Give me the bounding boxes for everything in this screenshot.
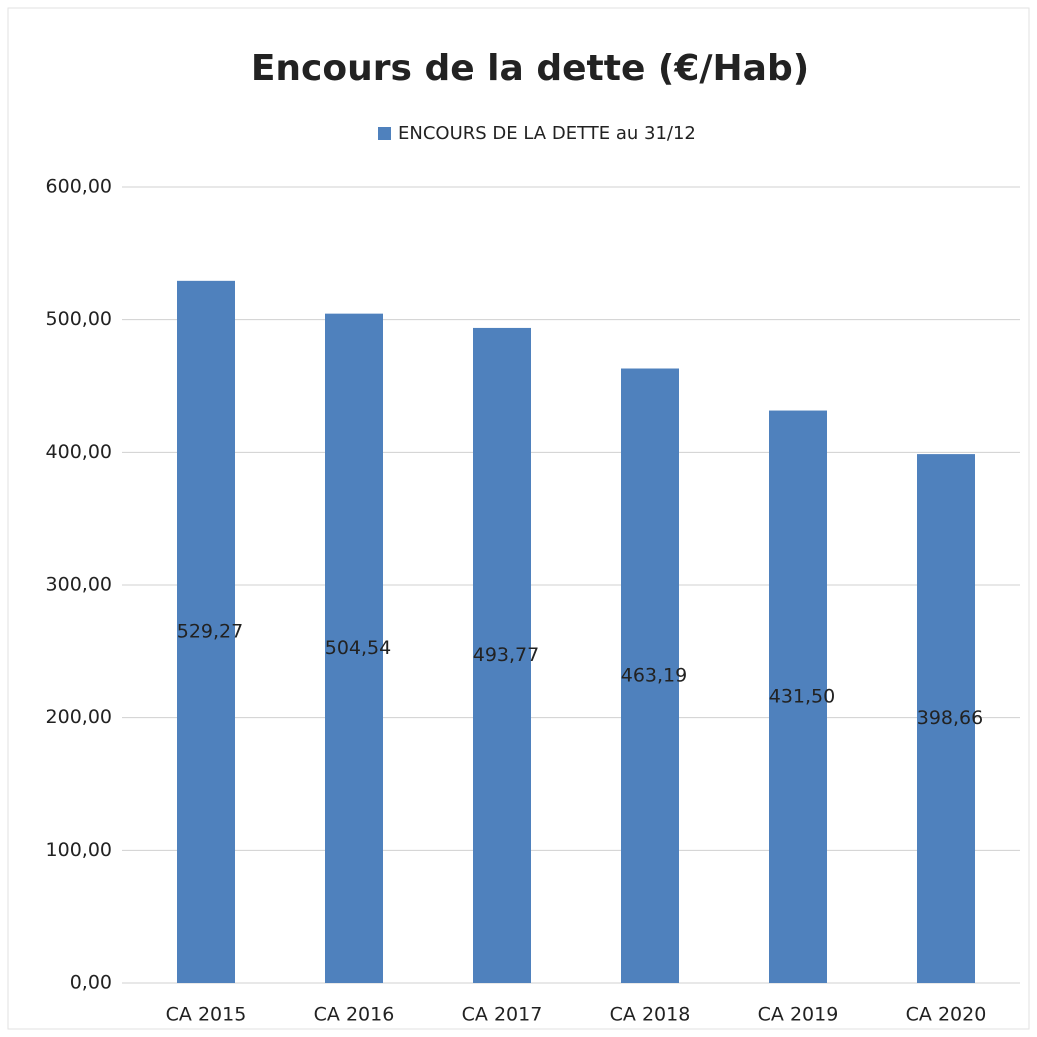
y-tick-label: 200,00 — [46, 706, 112, 728]
y-tick-label: 400,00 — [46, 441, 112, 463]
x-tick-label: CA 2019 — [758, 1004, 839, 1026]
data-label: 504,54 — [325, 637, 391, 659]
data-label: 463,19 — [621, 664, 687, 686]
x-tick-label: CA 2016 — [314, 1004, 395, 1026]
bar — [769, 410, 827, 983]
x-tick-label: CA 2015 — [166, 1004, 247, 1026]
bar — [917, 454, 975, 983]
y-tick-label: 600,00 — [46, 176, 112, 198]
y-tick-label: 500,00 — [46, 308, 112, 330]
data-label: 529,27 — [177, 620, 243, 642]
legend-swatch — [378, 127, 391, 140]
legend-label: ENCOURS DE LA DETTE au 31/12 — [398, 123, 696, 144]
bar — [325, 313, 383, 984]
y-tick-label: 100,00 — [46, 839, 112, 861]
data-label: 431,50 — [769, 685, 835, 707]
chart-title: Encours de la dette (€/Hab) — [251, 48, 809, 89]
x-tick-label: CA 2018 — [610, 1004, 691, 1026]
data-label: 398,66 — [917, 707, 983, 729]
y-tick-label: 300,00 — [46, 574, 112, 596]
data-label: 493,77 — [473, 644, 539, 666]
y-tick-label: 0,00 — [70, 972, 112, 994]
x-tick-label: CA 2017 — [462, 1004, 543, 1026]
bar — [621, 368, 679, 983]
bar — [473, 327, 531, 984]
x-tick-label: CA 2020 — [906, 1004, 987, 1026]
bar — [177, 280, 235, 983]
chart-frame — [7, 7, 1030, 1030]
